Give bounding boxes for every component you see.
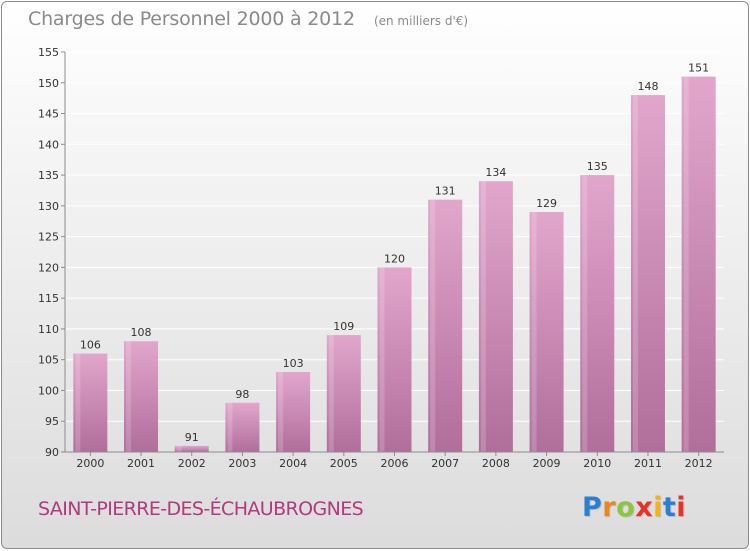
logo-letter: x [635,492,654,523]
bar-highlight [278,372,284,452]
data-label: 98 [235,388,249,401]
y-tick-label: 115 [38,292,59,305]
bar [377,267,412,452]
y-tick-label: 105 [38,354,59,367]
data-label: 103 [283,357,304,370]
y-tick-label: 130 [38,200,59,213]
bars [73,76,716,453]
logo-letter: P [582,492,603,523]
bar [124,341,159,452]
bar-highlight [683,76,689,452]
x-tick-label: 2006 [381,457,409,470]
y-tick-label: 145 [38,108,59,121]
x-tick-label: 2002 [178,457,206,470]
bar [225,402,260,452]
bar-highlight [176,445,182,452]
x-tick-label: 2004 [279,457,307,470]
x-tick-label: 2008 [482,457,510,470]
chart-header: Charges de Personnel 2000 à 2012 (en mil… [28,8,468,30]
data-label: 135 [587,160,608,173]
logo-letter: t [662,492,677,523]
bar [276,372,311,452]
x-tick-label: 2010 [583,457,611,470]
bar-highlight [582,175,588,453]
axes [61,51,724,456]
chart-subtitle: (en milliers d'€) [373,14,469,28]
y-tick-label: 135 [38,169,59,182]
bar-highlight [531,212,537,452]
data-label: 131 [435,185,456,198]
bar [73,353,108,452]
x-tick-label: 2009 [533,457,561,470]
y-tick-label: 155 [38,46,59,59]
labels: 90 95 100 105 110 115 120 125 130 135 140 145 150 155… [38,46,713,470]
data-label: 120 [384,252,405,265]
data-label: 106 [80,339,101,352]
proxiti-logo: Proxiti [582,492,686,523]
data-label: 91 [185,431,199,444]
data-label: 109 [333,320,354,333]
bar [681,76,716,452]
bar [174,445,209,452]
bar-highlight [379,267,385,452]
bar-highlight [227,402,233,452]
bar [630,95,665,453]
data-label: 108 [131,326,152,339]
data-label: 129 [536,197,557,210]
bar [326,335,361,452]
x-tick-label: 2011 [634,457,662,470]
x-tick-label: 2007 [431,457,459,470]
y-tick-label: 125 [38,231,59,244]
data-label: 134 [485,166,506,179]
bar-highlight [632,95,638,453]
x-tick-label: 2000 [76,457,104,470]
bar [580,175,615,453]
x-tick-label: 2005 [330,457,358,470]
logo-letter: i [676,492,687,523]
y-tick-label: 95 [45,415,59,428]
y-tick-label: 90 [45,446,59,459]
bar-highlight [75,353,81,452]
x-tick-label: 2001 [127,457,155,470]
bar [428,199,463,452]
data-label: 148 [637,80,658,93]
bar [478,181,513,452]
logo-letter: i [653,492,663,523]
bar-highlight [328,335,334,452]
chart-title: Charges de Personnel 2000 à 2012 [28,8,355,30]
bar [529,212,564,452]
y-tick-label: 150 [38,77,59,90]
bar-highlight [126,341,132,452]
bar-highlight [430,199,436,452]
logo-letter: r [602,492,617,523]
logo-letter: o [616,492,636,523]
data-label: 151 [688,62,709,75]
commune-name: SAINT-PIERRE-DES-ÉCHAUBROGNES [38,498,364,520]
y-tick-label: 140 [38,138,59,151]
y-tick-label: 120 [38,261,59,274]
y-tick-label: 100 [38,384,59,397]
x-tick-label: 2012 [685,457,713,470]
x-tick-label: 2003 [228,457,256,470]
y-tick-label: 110 [38,323,59,336]
bar-highlight [480,181,486,452]
